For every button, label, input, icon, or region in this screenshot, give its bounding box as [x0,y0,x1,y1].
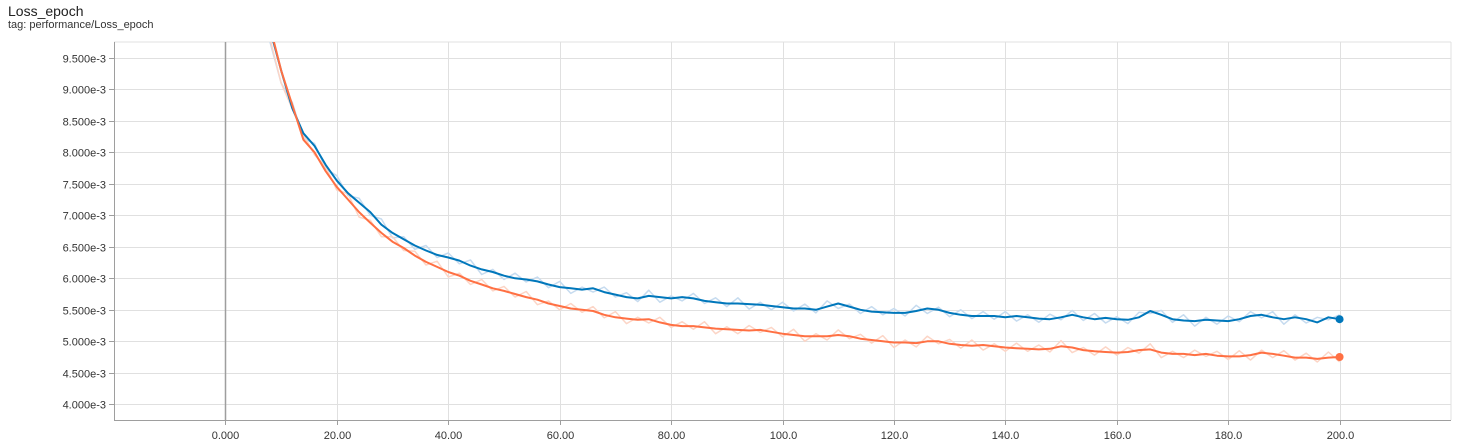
y-tick-label: 7.500e-3 [63,180,106,192]
raw-series-line [269,42,1340,327]
y-tick-label: 4.500e-3 [63,369,106,381]
raw-series-line [270,42,1341,363]
x-tick-label: 200.0 [1327,430,1355,442]
y-tick-label: 8.000e-3 [63,148,106,160]
y-tick-label: 8.500e-3 [63,117,106,129]
x-tick-label: 20.00 [324,430,352,442]
y-tick-label: 7.000e-3 [63,211,106,223]
grid-lines [114,41,1452,420]
y-tick-label: 9.500e-3 [63,54,106,66]
end-markers [1335,315,1344,361]
x-tick-label: 160.0 [1104,430,1132,442]
x-tick-label: 0.000 [212,430,240,442]
y-tick-label: 9.000e-3 [63,85,106,97]
series-end-marker [1335,315,1344,324]
raw-series-lines [269,42,1341,363]
axes [109,42,1451,425]
y-tick-label: 6.500e-3 [63,243,106,255]
chart-title: Loss_epoch [8,3,84,19]
y-tick-label: 4.000e-3 [63,400,106,412]
x-tick-label: 180.0 [1215,430,1243,442]
y-tick-label: 5.500e-3 [63,306,106,318]
x-tick-label: 80.00 [658,430,686,442]
smoothed-series-lines [272,42,1340,360]
x-tick-labels: 0.000 20.00 40.00 60.00 80.00 100.0 120.0 140.0… [212,430,1355,442]
x-tick-label: 140.0 [992,430,1020,442]
series-end-marker [1335,353,1344,361]
y-tick-label: 5.000e-3 [63,337,106,349]
series-line [272,42,1340,324]
chart-tag: tag: performance/Loss_epoch [8,19,154,31]
x-tick-label: 60.00 [547,430,575,442]
x-tick-label: 40.00 [435,430,463,442]
x-tick-label: 120.0 [881,430,909,442]
y-tick-labels: 4.000e-3 4.500e-3 5.000e-3 5.500e-3 6.000e-3… [63,54,106,412]
series-line [272,42,1340,360]
x-tick-label: 100.0 [770,430,798,442]
y-tick-label: 6.000e-3 [63,274,106,286]
